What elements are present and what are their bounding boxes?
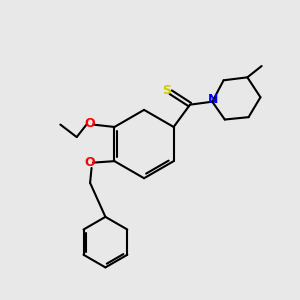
Text: S: S [163,84,172,97]
Text: O: O [84,118,94,130]
Text: N: N [208,93,218,106]
Text: O: O [84,156,94,169]
